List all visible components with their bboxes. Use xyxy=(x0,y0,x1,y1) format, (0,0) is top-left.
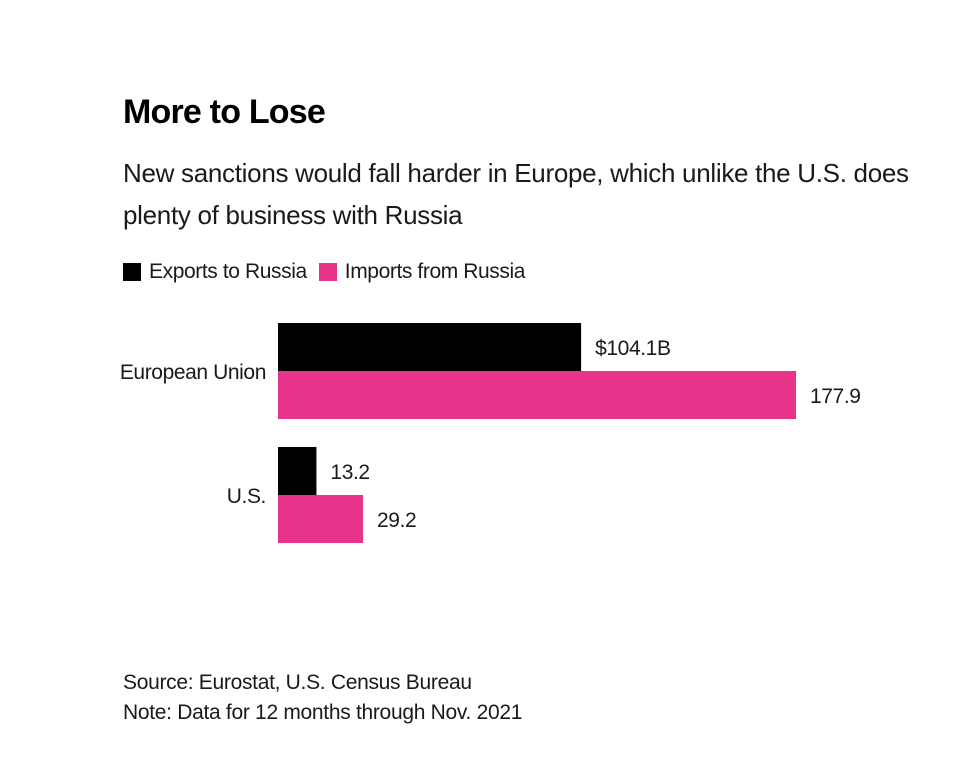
footer: Source: Eurostat, U.S. Census Bureau Not… xyxy=(123,668,522,728)
legend: Exports to Russia Imports from Russia xyxy=(123,260,537,284)
legend-swatch-imports xyxy=(318,263,337,281)
chart-subtitle: New sanctions would fall harder in Europ… xyxy=(123,158,909,230)
bar-imports xyxy=(278,495,364,543)
legend-item-exports: Exports to Russia xyxy=(123,260,307,284)
chart-title: More to Lose xyxy=(123,93,326,131)
legend-item-imports: Imports from Russia xyxy=(318,260,526,284)
data-label: 177.9 xyxy=(810,385,861,408)
data-label: 29.2 xyxy=(377,509,416,532)
data-label: $104.1B xyxy=(595,337,670,360)
bar-exports xyxy=(278,447,317,495)
source-note: Source: Eurostat, U.S. Census Bureau xyxy=(123,671,472,694)
data-label: 13.2 xyxy=(330,461,369,484)
data-note: Note: Data for 12 months through Nov. 20… xyxy=(123,701,523,724)
legend-label-imports: Imports from Russia xyxy=(344,260,526,283)
legend-label-exports: Exports to Russia xyxy=(149,260,307,283)
category-label: U.S. xyxy=(227,485,266,508)
bar-exports xyxy=(278,323,582,371)
category-label: European Union xyxy=(120,361,266,384)
legend-swatch-exports xyxy=(123,263,141,281)
bar-imports xyxy=(278,371,796,419)
bar-chart: European Union $104.1B 177.9 U.S. 13.2 29.2 xyxy=(120,323,861,543)
